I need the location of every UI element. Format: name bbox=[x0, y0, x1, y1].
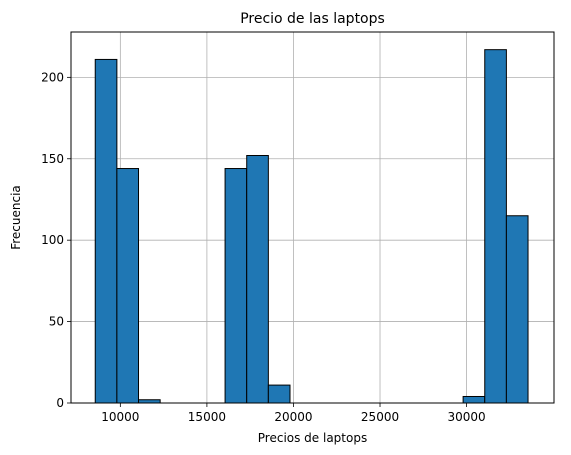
grid-lines bbox=[71, 32, 554, 404]
histogram-bar bbox=[505, 215, 529, 404]
y-axis-label: Frecuencia bbox=[9, 185, 23, 250]
histogram-bars bbox=[94, 49, 529, 404]
y-tick-label: 50 bbox=[49, 315, 64, 329]
x-tick-label: 15000 bbox=[188, 410, 226, 424]
histogram-bar bbox=[116, 168, 140, 404]
y-tick-label: 100 bbox=[41, 233, 64, 247]
histogram-bar bbox=[484, 49, 507, 404]
x-axis-label: Precios de laptops bbox=[258, 431, 367, 445]
x-tick-label: 30000 bbox=[447, 410, 485, 424]
y-tick-label: 0 bbox=[56, 396, 64, 410]
chart-title: Precio de las laptops bbox=[240, 11, 385, 27]
histogram-bar bbox=[462, 395, 486, 404]
axis-ticks: 10000 15000 20000 25000 30000 0 50 100 150 200 bbox=[41, 70, 486, 424]
x-tick-label: 25000 bbox=[361, 410, 399, 424]
x-tick-label: 10000 bbox=[101, 410, 139, 424]
x-tick-label: 20000 bbox=[274, 410, 312, 424]
histogram-bar bbox=[224, 168, 248, 404]
plot-area-frame bbox=[70, 31, 555, 404]
histogram-bar bbox=[267, 384, 291, 404]
y-tick-label: 150 bbox=[41, 152, 64, 166]
histogram-bar bbox=[246, 155, 269, 404]
y-tick-label: 200 bbox=[41, 70, 64, 84]
histogram-bar bbox=[94, 58, 118, 404]
